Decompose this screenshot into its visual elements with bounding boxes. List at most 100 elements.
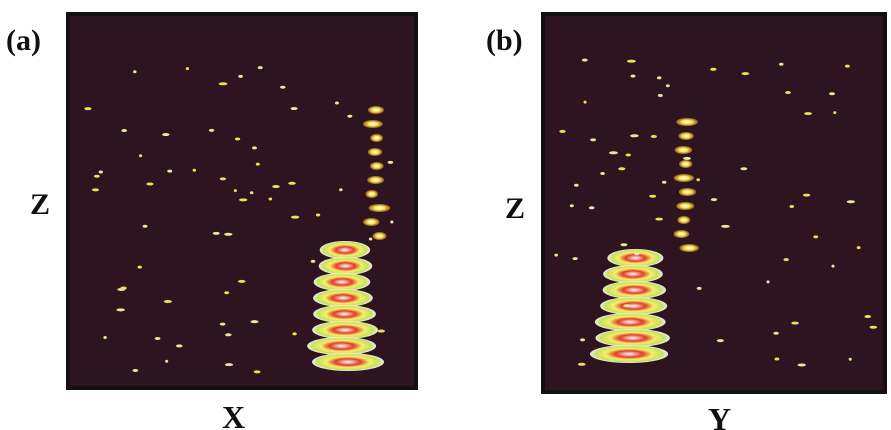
hit <box>590 138 596 141</box>
hit <box>864 315 871 318</box>
hit <box>845 65 850 68</box>
hit <box>209 129 214 132</box>
shower-blob <box>319 257 372 275</box>
hit <box>651 320 660 323</box>
hit <box>696 178 700 181</box>
shower-blob <box>307 337 376 355</box>
hit <box>225 363 233 366</box>
hit <box>84 107 91 110</box>
hit <box>767 280 770 283</box>
hit <box>651 135 657 138</box>
hit <box>710 68 716 71</box>
hit <box>791 322 798 325</box>
hit <box>717 339 724 342</box>
hit <box>609 271 614 274</box>
page: {"panels": [ {"label": "(a)", "vertical_… <box>0 0 891 430</box>
hit <box>133 70 136 73</box>
hit <box>219 82 228 85</box>
shower-blob <box>595 329 669 347</box>
hit <box>662 181 666 184</box>
shower-blob <box>313 289 373 307</box>
shower-dot <box>367 176 384 184</box>
hit <box>92 188 99 191</box>
hit <box>683 157 691 160</box>
hit <box>176 344 183 347</box>
hit <box>280 86 285 89</box>
hit <box>600 172 605 175</box>
hit <box>239 198 247 201</box>
shower-dot <box>674 174 694 182</box>
hit <box>711 198 717 201</box>
hit <box>790 205 795 208</box>
axis-label: Y <box>708 401 731 430</box>
hit <box>388 161 394 164</box>
shower-dot <box>679 188 696 196</box>
shower-dot <box>368 106 384 114</box>
hit <box>847 200 855 203</box>
hit <box>658 94 663 97</box>
hit <box>803 194 810 197</box>
axis-label: Z <box>505 192 525 225</box>
panel-label: (b) <box>486 24 523 57</box>
hit <box>347 115 352 118</box>
hit <box>250 191 254 194</box>
hit <box>630 134 639 137</box>
shower-dot <box>676 118 698 126</box>
hit <box>573 257 578 260</box>
hit <box>121 129 127 132</box>
hit <box>578 363 586 366</box>
hit <box>377 330 384 333</box>
shower-blob <box>312 353 384 371</box>
hit <box>649 195 656 198</box>
shower-dot <box>675 146 693 154</box>
hit <box>798 363 806 366</box>
hit <box>269 197 273 200</box>
panel-image <box>545 16 883 390</box>
hit <box>220 177 226 180</box>
shower-dot <box>373 232 387 240</box>
shower-blob <box>603 265 663 283</box>
hit <box>335 102 339 105</box>
shower-dot <box>370 162 384 170</box>
hit <box>193 169 196 172</box>
hit <box>627 60 636 63</box>
hit <box>773 332 778 335</box>
hit <box>655 218 663 221</box>
hit <box>103 336 106 339</box>
hit <box>785 91 791 94</box>
hit <box>833 111 836 114</box>
hit <box>316 214 320 217</box>
shower-dot <box>678 132 693 140</box>
shower-blob <box>314 273 371 291</box>
hit <box>620 243 627 246</box>
hit <box>657 76 662 79</box>
shower-dot <box>677 216 690 224</box>
hit <box>138 266 142 269</box>
hit <box>99 171 103 174</box>
hit <box>783 258 788 261</box>
shower-blob <box>603 281 666 299</box>
hit <box>224 233 232 236</box>
hit <box>238 75 243 78</box>
shower-blob <box>607 249 663 267</box>
shower-dot <box>370 134 383 142</box>
hit <box>162 133 169 136</box>
hit <box>155 337 161 340</box>
hit <box>165 360 168 363</box>
hit <box>870 326 878 329</box>
hit <box>258 66 263 69</box>
hit <box>220 323 226 326</box>
hit <box>143 225 148 228</box>
hit <box>235 137 240 140</box>
shower-dot <box>369 204 391 212</box>
hit <box>774 358 779 361</box>
hit <box>366 357 371 360</box>
shower-dot <box>676 202 694 210</box>
panel-label: (a) <box>6 24 41 57</box>
shower-dot <box>368 148 382 156</box>
shower-dot <box>363 120 383 128</box>
hit <box>252 146 257 149</box>
shower-blob <box>590 345 668 363</box>
hit <box>291 216 299 219</box>
hit <box>829 92 835 95</box>
